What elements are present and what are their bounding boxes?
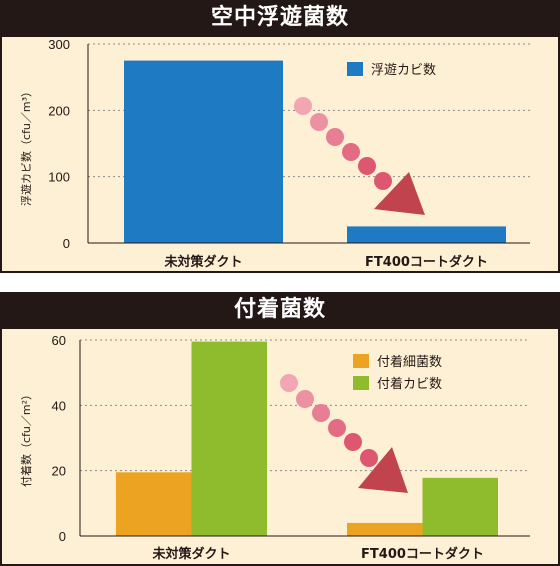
y-tick-label: 100 <box>48 170 70 185</box>
category-label: 未対策ダクト <box>163 254 242 270</box>
y-axis-label: 浮遊カビ数（cfu／m³） <box>19 86 33 206</box>
attached-chart-panel: 付着菌数 0 20 40 60 未対策ダクト FT400コートダクト 付着細菌数付着カビ… <box>0 292 560 566</box>
y-tick-label: 0 <box>63 236 70 251</box>
y-tick-label: 60 <box>52 333 66 348</box>
bar <box>347 226 506 243</box>
chart-title: 付着菌数 <box>0 292 560 328</box>
category-label: FT400コートダクト <box>365 254 488 270</box>
bar <box>116 472 192 536</box>
bars <box>124 60 506 244</box>
bar <box>347 522 423 536</box>
decrease-arrow <box>294 97 425 215</box>
y-tick-label: 300 <box>48 37 70 52</box>
chart-title: 空中浮遊菌数 <box>0 0 560 36</box>
y-axis-label: 付着数（cfu／m²） <box>19 389 33 487</box>
y-tick-labels: 0 100 200 300 <box>48 37 70 251</box>
decrease-arrow <box>280 374 408 493</box>
legend: 浮遊カビ数 <box>347 62 436 78</box>
category-labels: 未対策ダクト FT400コートダクト <box>163 254 487 270</box>
legend-label: 付着カビ数 <box>377 376 442 392</box>
airborne-chart: 0 100 200 300 未対策ダクト FT400コートダクト 浮遊カビ数 浮遊カビ数… <box>0 35 560 273</box>
legend-swatch <box>353 354 369 368</box>
legend-label: 付着細菌数 <box>377 354 442 370</box>
bars <box>116 341 498 536</box>
y-tick-label: 40 <box>52 398 66 413</box>
legend-swatch <box>347 62 363 76</box>
legend-label: 浮遊カビ数 <box>371 63 436 78</box>
bar <box>422 477 498 536</box>
airborne-chart-panel: 空中浮遊菌数 0 100 200 300 未対策ダクト FT400コートダクト 浮遊カビ… <box>0 0 560 274</box>
bar <box>124 60 283 244</box>
bar <box>191 341 267 536</box>
y-tick-label: 200 <box>48 103 70 118</box>
category-label: 未対策ダクト <box>151 546 230 562</box>
y-tick-labels: 0 20 40 60 <box>52 333 66 544</box>
legend-swatch <box>353 376 369 390</box>
category-labels: 未対策ダクト FT400コートダクト <box>151 546 483 562</box>
y-tick-label: 0 <box>59 529 66 544</box>
y-tick-label: 20 <box>52 464 66 479</box>
category-label: FT400コートダクト <box>361 546 484 562</box>
